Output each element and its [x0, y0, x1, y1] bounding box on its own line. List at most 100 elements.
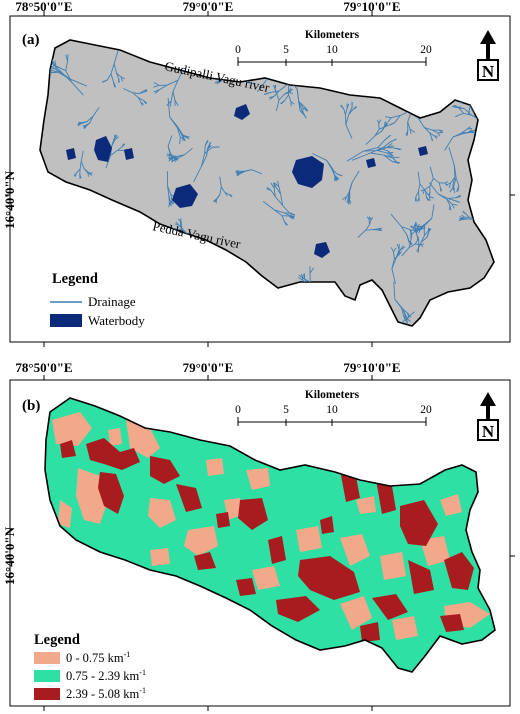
drainage-line [283, 322, 291, 326]
drainage-line [159, 332, 162, 336]
drainage-line [311, 328, 316, 329]
drainage-line [351, 170, 360, 183]
drainage-line [517, 58, 520, 63]
drainage-line [418, 225, 425, 228]
drainage-line [411, 230, 416, 235]
drainage-line [385, 116, 392, 119]
drainage-line [392, 157, 398, 164]
drainage-line [170, 91, 174, 101]
drainage-line [414, 45, 420, 48]
drainage-line [176, 154, 185, 157]
drainage-line [66, 265, 74, 269]
drainage-line [88, 256, 91, 265]
drainage-line [55, 200, 60, 205]
drainage-line [214, 79, 221, 84]
drainage-line [86, 116, 94, 122]
drainage-line [370, 84, 375, 89]
drainage-line [476, 219, 487, 229]
high-swatch [34, 688, 60, 700]
panel-b-frame [9, 379, 511, 707]
drainage-line [184, 252, 189, 258]
drainage-line [313, 323, 320, 326]
drainage-line [88, 250, 90, 257]
drainage-line [167, 306, 176, 318]
drainage-line [80, 236, 83, 242]
drainage-line [388, 324, 401, 326]
drainage-line [370, 87, 376, 94]
drainage-line [284, 94, 289, 101]
drainage-line [290, 327, 292, 331]
drainage-line [407, 312, 410, 319]
drainage-line [153, 324, 157, 326]
drainage-line [121, 143, 125, 148]
scale-tick-label: 0 [235, 404, 241, 416]
waterbody [66, 148, 76, 160]
drainage-line [420, 236, 428, 243]
drainage-line [427, 228, 432, 232]
drainage-line [274, 209, 283, 217]
drainage-line [79, 161, 82, 170]
drainage-line [407, 43, 413, 49]
drainage-line [222, 58, 225, 65]
drainage-line [148, 233, 152, 239]
drainage-line [67, 265, 74, 270]
drainage-line [377, 228, 381, 231]
drainage-line [377, 334, 381, 339]
drainage-line [277, 297, 282, 300]
mid-coord-label: 79°10'0"E [343, 360, 400, 375]
drainage-line [177, 286, 181, 291]
drainage-line [68, 239, 76, 243]
drainage-line [81, 236, 84, 242]
drainage-line [207, 142, 212, 149]
drainage-line [392, 161, 400, 164]
waterbody [418, 146, 428, 156]
drainage-line [405, 317, 409, 325]
drainage-line [224, 191, 230, 195]
drainage-line [383, 154, 393, 159]
drainage-line [196, 274, 203, 292]
drainage-line [273, 182, 277, 188]
drainage-line [257, 78, 269, 93]
drainage-line [463, 218, 469, 220]
drainage-line [391, 114, 401, 119]
drainage-line [177, 285, 182, 288]
drainage-line [394, 299, 402, 309]
drainage-line [453, 165, 457, 178]
drainage-line [417, 191, 420, 198]
drainage-line [383, 146, 394, 149]
drainage-line [239, 171, 245, 175]
drainage-line [87, 172, 90, 177]
drainage-line [455, 177, 460, 187]
drainage-line [160, 332, 162, 336]
drainage-line [193, 166, 202, 183]
drainage-line [224, 303, 229, 308]
drainage-line [295, 328, 298, 329]
drainage-line [229, 310, 236, 314]
drainage-line [229, 310, 232, 318]
drainage-line [113, 50, 119, 64]
drainage-line [461, 128, 468, 134]
drainage-line [348, 198, 352, 203]
drainage-line [211, 309, 217, 318]
drainage-line [179, 258, 186, 261]
drainage-line [375, 334, 380, 336]
drainage-line [216, 316, 223, 322]
latitude-label-a: 16°40'0"N [2, 170, 17, 229]
drainage-line [291, 331, 293, 333]
drainage-line [414, 42, 417, 48]
drainage-line [409, 129, 412, 135]
drainage-line [342, 196, 347, 200]
drainage-line [290, 326, 294, 329]
drainage-line [306, 322, 312, 326]
drainage-line [434, 80, 440, 84]
drainage-line [429, 178, 434, 187]
drainage-line [220, 186, 226, 193]
drainage-line [184, 249, 197, 252]
drainage-line [334, 175, 338, 182]
drainage-line [225, 303, 229, 309]
drainage-line [143, 100, 148, 104]
drainage-line [249, 283, 262, 293]
drainage-line [472, 105, 478, 108]
drainage-line [70, 233, 74, 238]
drainage-line [376, 76, 384, 83]
